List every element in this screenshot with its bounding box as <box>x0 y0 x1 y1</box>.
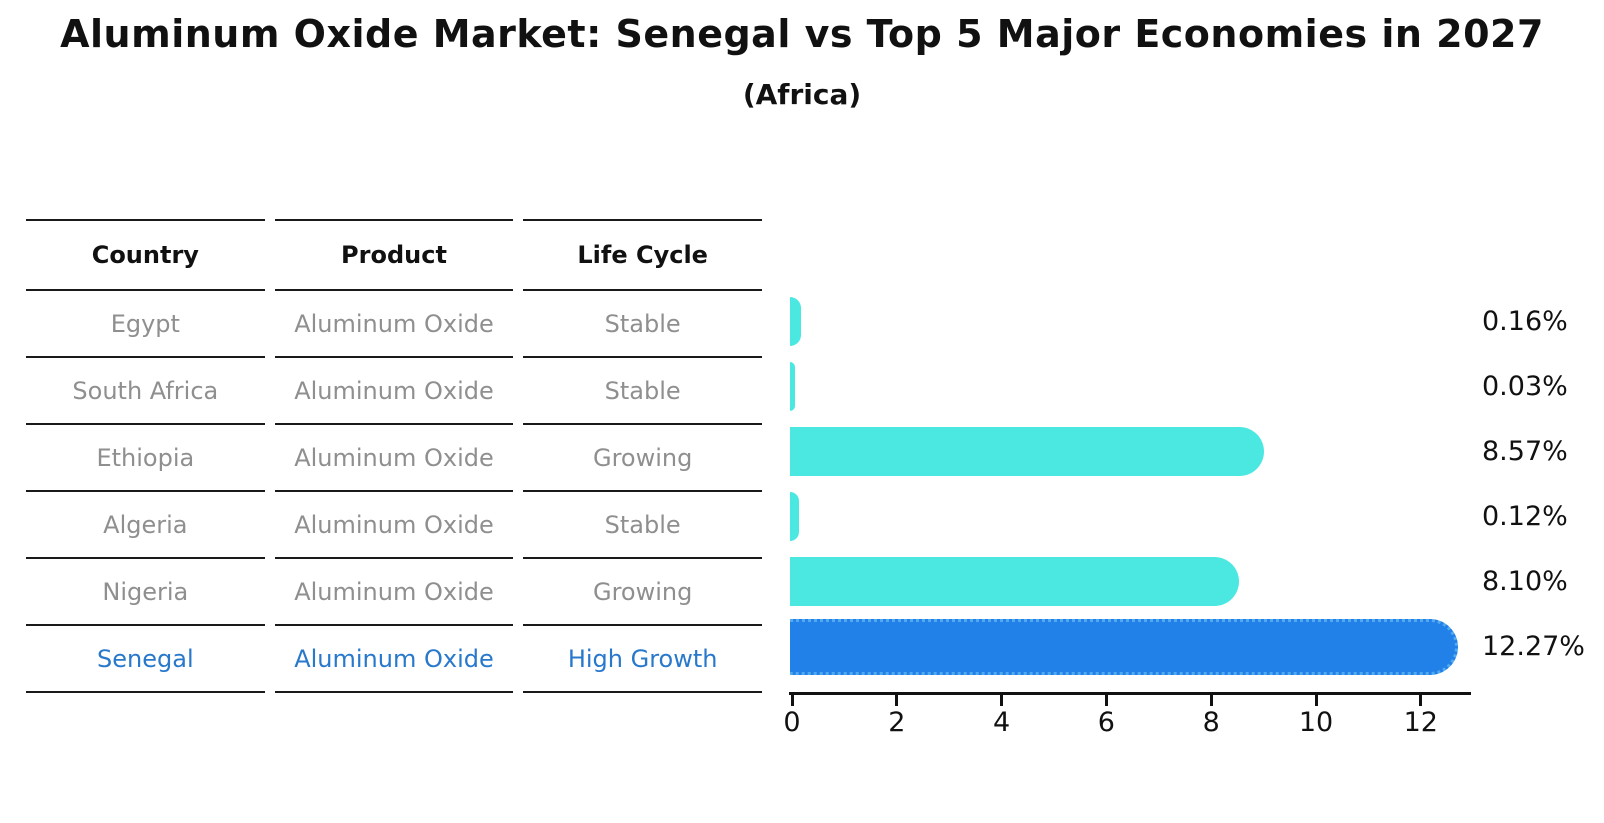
table-cell-product: Aluminum Oxide <box>274 492 514 559</box>
table-cell-country: Egypt <box>26 291 265 358</box>
bar-row: 8.57% <box>790 419 1604 484</box>
bar-row: 0.03% <box>790 354 1604 419</box>
x-axis-tick-mark <box>1314 695 1318 706</box>
table-cell-product: Aluminum Oxide <box>274 559 514 626</box>
x-axis-tick-label: 2 <box>888 707 906 738</box>
table-row: Ethiopia Aluminum Oxide Growing <box>26 425 762 492</box>
table-cell-life-cycle: Growing <box>523 425 762 492</box>
value-label: 0.12% <box>1482 501 1568 532</box>
table-header-row: Country Product Life Cycle <box>26 219 762 291</box>
table-cell-life-cycle: Growing <box>523 559 762 626</box>
bar-ethiopia <box>790 427 1265 476</box>
page-subtitle: (Africa) <box>742 78 862 111</box>
value-label: 8.57% <box>1482 436 1568 467</box>
table-cell-product: Aluminum Oxide <box>274 425 514 492</box>
x-axis-tick-mark <box>790 695 794 706</box>
table-cell-life-cycle: Stable <box>523 358 762 425</box>
bar-chart: 0.16% 0.03% 8.57% 0.12% 8.10% 12.27% <box>790 289 1604 679</box>
x-axis-tick-label: 4 <box>993 707 1011 738</box>
value-label: 0.03% <box>1482 371 1568 402</box>
table-header: Country Product Life Cycle <box>26 219 762 291</box>
x-axis-tick-label: 12 <box>1403 707 1438 738</box>
bar-row: 0.16% <box>790 289 1604 354</box>
table-cell-country: South Africa <box>26 358 265 425</box>
table-cell-life-cycle: Stable <box>523 291 762 358</box>
bar-egypt <box>790 297 802 346</box>
bar-row: 0.12% <box>790 484 1604 549</box>
x-axis-tick-label: 0 <box>783 707 801 738</box>
table-row: Nigeria Aluminum Oxide Growing <box>26 559 762 626</box>
table-cell-product: Aluminum Oxide <box>274 358 514 425</box>
x-axis-tick-label: 6 <box>1097 707 1115 738</box>
x-axis-tick-mark <box>1104 695 1108 706</box>
x-axis-tick-mark <box>895 695 899 706</box>
table-cell-country: Algeria <box>26 492 265 559</box>
bar-south-africa <box>790 362 795 411</box>
table-cell-product: Aluminum Oxide <box>274 626 514 693</box>
table-body: Egypt Aluminum Oxide Stable South Africa Alu… <box>26 291 762 693</box>
table-cell-product: Aluminum Oxide <box>274 291 514 358</box>
table-cell-country: Senegal <box>26 626 265 693</box>
bar-senegal <box>790 619 1458 675</box>
column-header-country: Country <box>26 219 265 291</box>
table-cell-country: Ethiopia <box>26 425 265 492</box>
bar-row: 12.27% <box>790 614 1604 679</box>
value-label: 0.16% <box>1482 306 1568 337</box>
x-axis-tick-mark <box>1419 695 1423 706</box>
value-label: 8.10% <box>1482 566 1568 597</box>
value-label: 12.27% <box>1482 631 1585 662</box>
table-cell-country: Nigeria <box>26 559 265 626</box>
table-row: South Africa Aluminum Oxide Stable <box>26 358 762 425</box>
table-row: Algeria Aluminum Oxide Stable <box>26 492 762 559</box>
x-axis-tick-mark <box>1209 695 1213 706</box>
x-axis-tick-mark <box>1000 695 1004 706</box>
info-table: Country Product Life Cycle Egypt Aluminum… <box>16 219 772 693</box>
x-axis-tick-label: 10 <box>1298 707 1334 738</box>
table-cell-life-cycle: High Growth <box>523 626 762 693</box>
table-row: Senegal Aluminum Oxide High Growth <box>26 626 762 693</box>
x-axis-tick-label: 8 <box>1202 707 1220 738</box>
table-cell-life-cycle: Stable <box>523 492 762 559</box>
bar-nigeria <box>790 557 1240 606</box>
column-header-product: Product <box>274 219 514 291</box>
bar-row: 8.10% <box>790 549 1604 614</box>
column-header-life-cycle: Life Cycle <box>523 219 762 291</box>
page-title: Aluminum Oxide Market: Senegal vs Top 5 … <box>60 12 1544 56</box>
table-row: Egypt Aluminum Oxide Stable <box>26 291 762 358</box>
bar-algeria <box>790 492 800 541</box>
x-axis-line <box>789 692 1471 695</box>
